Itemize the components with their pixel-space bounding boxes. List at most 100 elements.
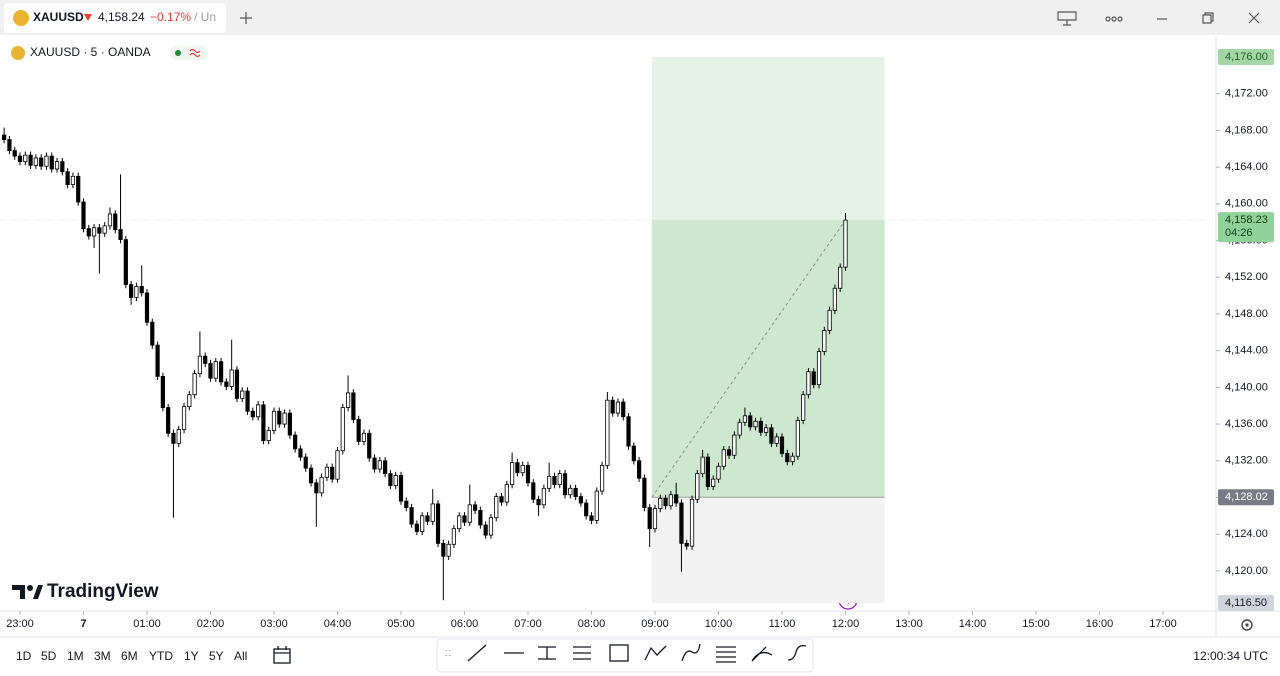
candle-body — [314, 482, 319, 494]
range-button[interactable]: 1D — [16, 649, 32, 663]
range-button[interactable]: 3M — [94, 649, 111, 663]
candle-body — [816, 351, 822, 386]
settings-icon[interactable] — [1241, 619, 1253, 631]
x-tick-label: 13:00 — [895, 618, 923, 630]
candle-body — [843, 219, 848, 268]
brush-tool[interactable] — [751, 646, 773, 662]
x-tick-label: 08:00 — [578, 618, 606, 630]
candle-body — [150, 321, 155, 346]
long-position-tool[interactable] — [538, 646, 556, 660]
candle-body — [33, 157, 38, 166]
candle-body — [377, 460, 382, 470]
calendar-icon[interactable] — [273, 646, 291, 664]
candle-body — [425, 515, 430, 522]
short-position-tool[interactable] — [573, 646, 591, 660]
close[interactable] — [1248, 12, 1260, 24]
candle-body — [139, 286, 144, 294]
stop-tag: 4,116.50 — [1225, 597, 1267, 609]
tab-price: 4,158.24 — [98, 10, 145, 24]
x-tick-label: 11:00 — [769, 618, 796, 630]
x-tick-label: 10:00 — [705, 618, 733, 630]
candle-body — [129, 284, 134, 298]
x-tick-label: 15:00 — [1022, 618, 1050, 630]
range-button[interactable]: 1Y — [184, 649, 199, 663]
range-button[interactable]: 5D — [41, 649, 57, 663]
candle-body — [181, 406, 187, 430]
candle-body — [584, 502, 589, 517]
candle-body — [28, 154, 33, 166]
candle-body — [822, 330, 827, 352]
y-tick-label: 4,164.00 — [1225, 161, 1268, 173]
candle-body — [721, 449, 726, 467]
candle-body — [621, 401, 626, 418]
restore[interactable] — [1202, 12, 1214, 24]
candle-body — [81, 201, 86, 230]
candle-body — [441, 542, 446, 557]
target-tag-bg — [1218, 49, 1274, 66]
candle-body — [7, 139, 12, 152]
candle-body — [764, 427, 769, 433]
path-tool[interactable] — [644, 645, 667, 661]
candle-body — [54, 161, 60, 170]
candle-body — [742, 415, 748, 423]
range-button[interactable]: 1M — [67, 649, 84, 663]
candle-body — [324, 466, 330, 478]
candle-body — [483, 524, 488, 536]
candle-body — [192, 373, 197, 396]
candle-body — [711, 478, 716, 487]
candle-body — [462, 515, 467, 523]
candle-body — [261, 404, 266, 441]
candle-body — [271, 410, 277, 431]
candle-body — [748, 415, 753, 428]
candle-body — [779, 436, 785, 454]
candle-body — [547, 475, 552, 489]
candle-body — [76, 175, 81, 203]
symbol-icon — [13, 10, 29, 26]
candle-body — [684, 542, 689, 547]
y-tick-label: 4,136.00 — [1225, 418, 1268, 430]
range-button[interactable]: YTD — [149, 649, 173, 663]
candle-body — [637, 460, 642, 479]
candle-body — [383, 460, 388, 475]
candle-body — [245, 390, 250, 412]
range-button[interactable]: 5Y — [209, 649, 224, 663]
candle-body — [562, 473, 568, 496]
x-tick-label: 07:00 — [514, 618, 542, 630]
candle-body — [12, 150, 17, 157]
range-button[interactable]: All — [234, 649, 247, 663]
rectangle-tool[interactable] — [609, 644, 629, 662]
curve-tool[interactable] — [681, 643, 701, 662]
legend-title: XAUUSD · 5 · OANDA — [30, 45, 151, 59]
candle-body — [700, 456, 705, 475]
candle-body — [102, 225, 107, 234]
candle-body — [335, 450, 340, 480]
candle-body — [229, 369, 234, 387]
candle-body — [60, 161, 65, 173]
layout-icon[interactable] — [1057, 11, 1077, 26]
candle-body — [86, 228, 91, 237]
fib-tool[interactable] — [716, 646, 736, 663]
candle-body — [832, 287, 838, 311]
candle-body — [811, 371, 816, 386]
candle-body — [795, 420, 800, 457]
candle-body — [472, 504, 478, 511]
x-tick-label: 23:00 — [6, 618, 34, 630]
candle-body — [790, 455, 795, 463]
pen-tool[interactable] — [787, 644, 807, 661]
candle-body — [187, 394, 192, 408]
trend-line-tool[interactable] — [467, 644, 487, 662]
tab[interactable] — [4, 3, 226, 33]
down-arrow — [84, 14, 92, 21]
candle-body — [319, 476, 324, 494]
candle-body — [695, 473, 700, 500]
candle-body — [446, 543, 451, 557]
range-button[interactable]: 6M — [121, 649, 138, 663]
brand-name: TradingView — [47, 581, 159, 602]
new-tab[interactable] — [240, 12, 252, 24]
drawing-tools — [445, 643, 807, 663]
candle-body — [388, 473, 393, 486]
candle-body — [414, 523, 419, 532]
candle-body — [372, 457, 377, 470]
more-icon[interactable] — [1105, 16, 1123, 22]
candle-body — [806, 371, 811, 396]
